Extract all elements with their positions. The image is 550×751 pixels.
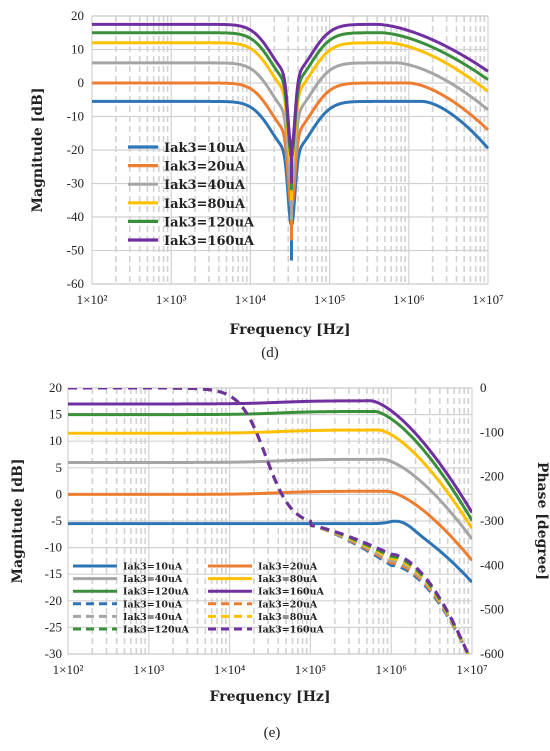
y-tick-label: -10 — [45, 540, 62, 555]
legend-label: Iak3=10uA — [164, 141, 246, 156]
magnitude-line-Iak3=40uA — [68, 457, 472, 540]
legend-label: Iak3=40uA — [123, 612, 183, 623]
legend-label: Iak3=20uA — [164, 160, 246, 175]
x-tick-label: 1×10⁵ — [314, 292, 345, 307]
legend-label: Iak3=120uA — [164, 215, 255, 230]
legend-label: Iak3=120uA — [123, 625, 189, 636]
magnitude-line-Iak3=20uA — [68, 489, 472, 562]
chart-d: 20 10 0 -10 -20 -30 -40 -50 -601×10² 1×10³ 1×10⁴ 1×… — [30, 8, 504, 361]
y2-tick-label: -500 — [480, 602, 504, 617]
legend-label: Iak3=40uA — [123, 574, 183, 585]
y-tick-label: 10 — [71, 42, 84, 57]
y2-tick-label: -400 — [480, 557, 504, 572]
x-axis-label: Frequency [Hz] — [230, 322, 351, 338]
x-tick-label: 1×10⁴ — [235, 292, 267, 307]
magnitude-line-Iak3=160uA — [68, 399, 472, 514]
x-tick-label: 1×10⁵ — [295, 662, 326, 677]
y-tick-label: 15 — [49, 407, 62, 422]
chart-e: 20151050-5-10-15-20-25-300-100-200-300-4… — [10, 380, 550, 741]
y-tick-label: -5 — [51, 513, 62, 528]
x-tick-label: 1×10³ — [156, 292, 187, 307]
y-tick-label: -20 — [45, 593, 62, 608]
legend-label: Iak3=160uA — [164, 234, 255, 249]
legend-label: Iak3=160uA — [258, 587, 324, 598]
y-tick-label: -25 — [45, 619, 62, 634]
y-tick-label: 20 — [71, 8, 84, 23]
y-axis-label: Magnitude [dB] — [10, 459, 26, 584]
y2-tick-label: -100 — [480, 424, 504, 439]
y2-axis-label: Phase [degree] — [534, 462, 550, 580]
plot-frame — [91, 15, 489, 285]
legend-d: Iak3=10uA Iak3=20uA Iak3=40uA Iak3=80uA Iak3… — [128, 141, 255, 249]
y2-tick-label: 0 — [480, 380, 487, 395]
y-tick-label: -10 — [67, 109, 84, 124]
phase-line-Iak3=160uA — [68, 388, 470, 654]
legend-label: Iak3=10uA — [123, 562, 183, 573]
x-tick-label: 1×10⁶ — [376, 662, 407, 677]
magnitude-line-Iak3=80uA — [68, 428, 472, 530]
x-axis-label: Frequency [Hz] — [210, 689, 331, 705]
legend-label: Iak3=20uA — [258, 599, 318, 610]
x-tick-label: 1×10⁶ — [393, 292, 424, 307]
y-tick-label: -40 — [67, 209, 84, 224]
caption-e: (e) — [264, 725, 281, 741]
x-tick-label: 1×10² — [77, 292, 108, 307]
y-tick-label: 20 — [49, 380, 62, 395]
legend-label: Iak3=10uA — [123, 599, 183, 610]
plot-area-e — [68, 388, 472, 654]
y2-tick-label: -600 — [480, 646, 504, 661]
y-tick-label: -20 — [67, 142, 84, 157]
y-tick-label: 0 — [56, 486, 63, 501]
x-tick-label: 1×10⁴ — [214, 662, 246, 677]
legend-label: Iak3=160uA — [258, 625, 324, 636]
series-line-Iak3=160uA — [91, 22, 489, 150]
y-tick-label: -30 — [45, 646, 62, 661]
legend-label: Iak3=80uA — [164, 197, 246, 212]
x-tick-label: 1×10⁷ — [472, 292, 503, 307]
legend-label: Iak3=80uA — [258, 612, 318, 623]
x-tick-label: 1×10³ — [133, 662, 164, 677]
y-tick-label: 0 — [78, 75, 85, 90]
plot-frame — [67, 387, 473, 655]
legend-label: Iak3=80uA — [258, 574, 318, 585]
caption-d: (d) — [261, 345, 279, 361]
legend-label: Iak3=40uA — [164, 178, 246, 193]
y-tick-label: -15 — [45, 566, 62, 581]
y2-tick-label: -300 — [480, 513, 504, 528]
y-axis-label: Magnitude [dB] — [30, 88, 46, 213]
magnitude-line-Iak3=120uA — [68, 409, 472, 522]
y-tick-label: -60 — [67, 276, 84, 291]
magnitude-line-Iak3=10uA — [68, 519, 472, 584]
x-tick-label: 1×10² — [53, 662, 84, 677]
y2-tick-label: -200 — [480, 469, 504, 484]
y-tick-label: -30 — [67, 176, 84, 191]
x-tick-label: 1×10⁷ — [456, 662, 487, 677]
y-tick-label: -50 — [67, 243, 84, 258]
y-tick-label: 5 — [56, 460, 63, 475]
y-tick-label: 10 — [49, 433, 62, 448]
legend-label: Iak3=120uA — [123, 587, 189, 598]
legend-label: Iak3=20uA — [258, 562, 318, 573]
